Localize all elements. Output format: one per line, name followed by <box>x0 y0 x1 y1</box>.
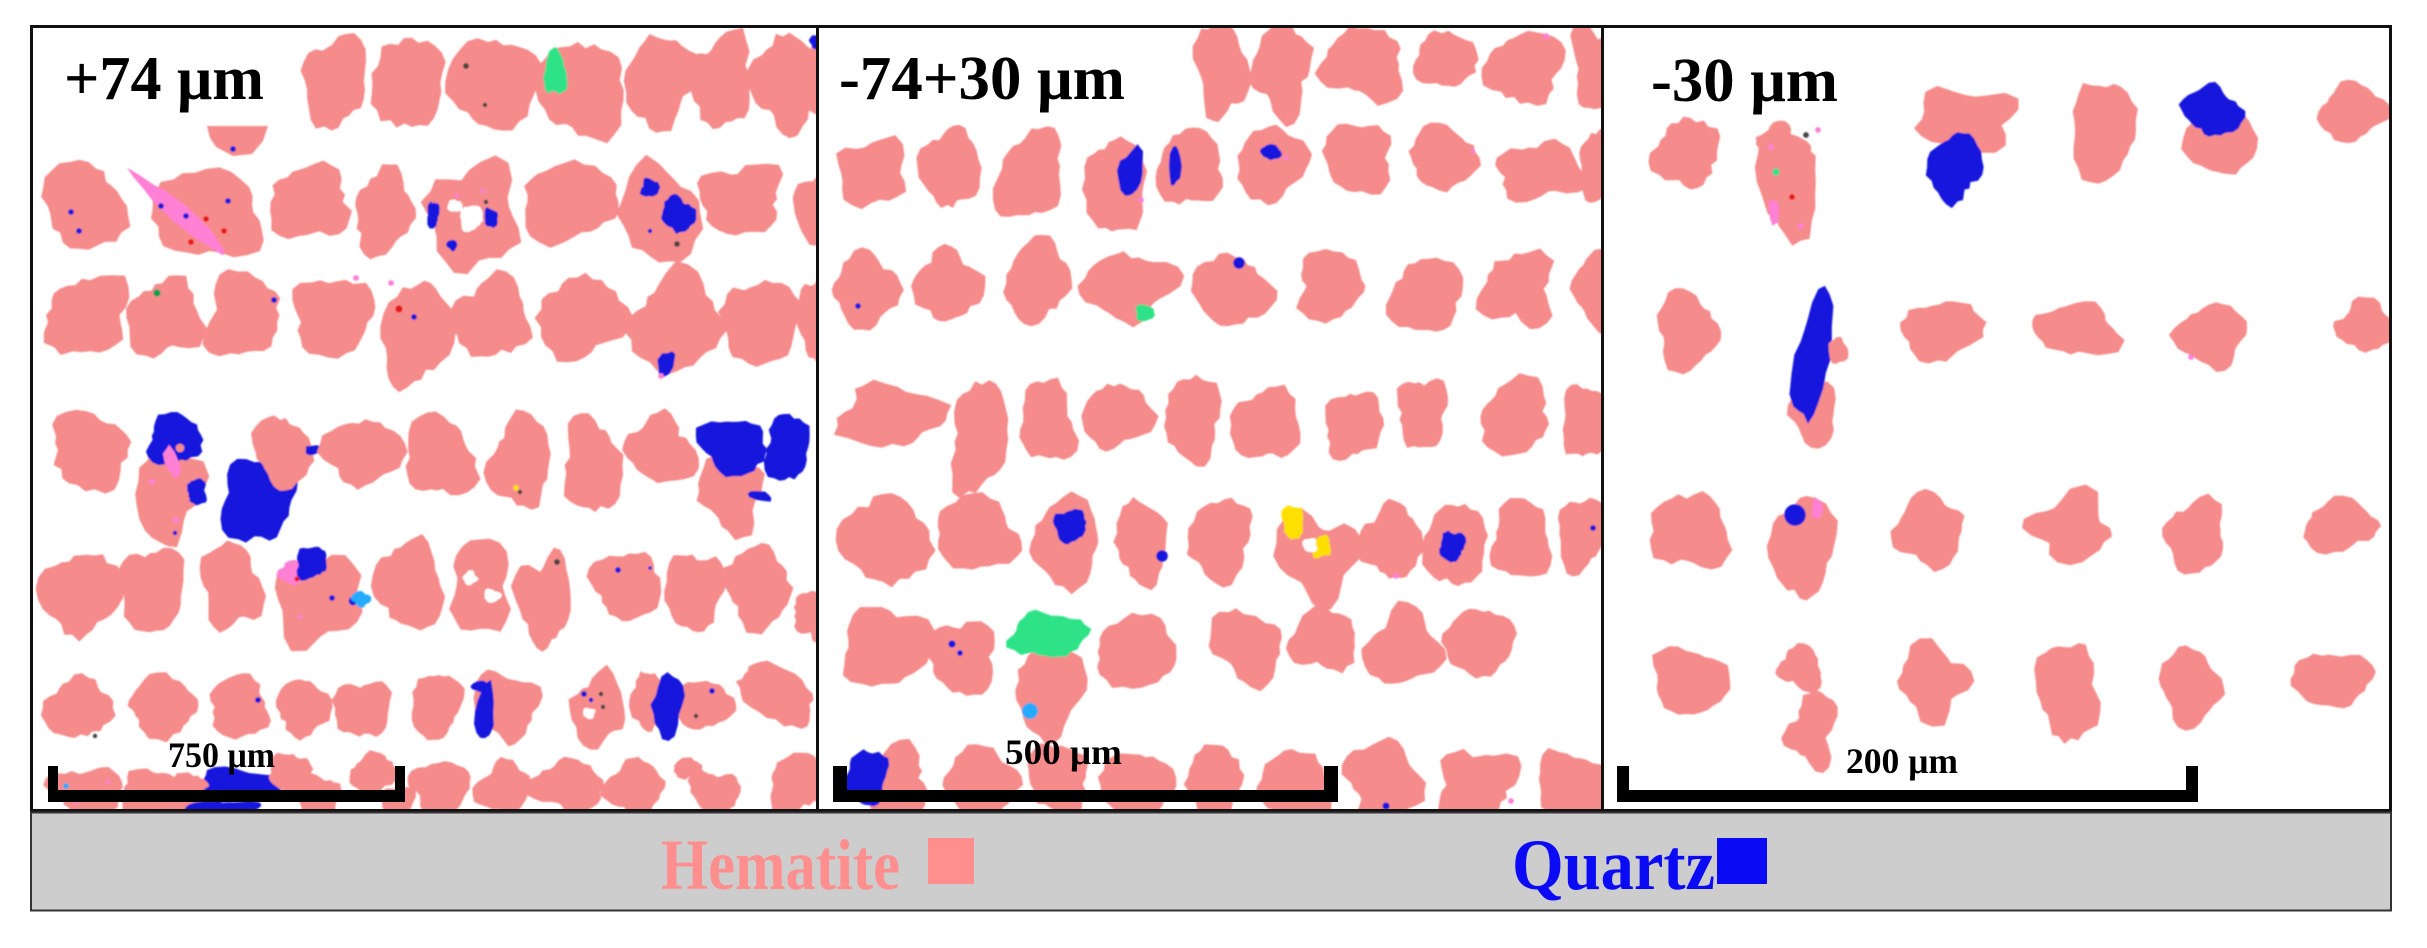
svg-text:Hematite: Hematite <box>661 825 900 905</box>
svg-text:200 μm: 200 μm <box>1846 741 1958 781</box>
svg-text:750 μm: 750 μm <box>168 735 275 775</box>
svg-text:-74+30 μm: -74+30 μm <box>839 45 1125 113</box>
svg-text:-30 μm: -30 μm <box>1651 47 1838 115</box>
svg-text:+74 μm: +74 μm <box>64 45 264 113</box>
svg-text:Quartz: Quartz <box>1512 825 1715 905</box>
svg-text:500 μm: 500 μm <box>1005 732 1122 772</box>
